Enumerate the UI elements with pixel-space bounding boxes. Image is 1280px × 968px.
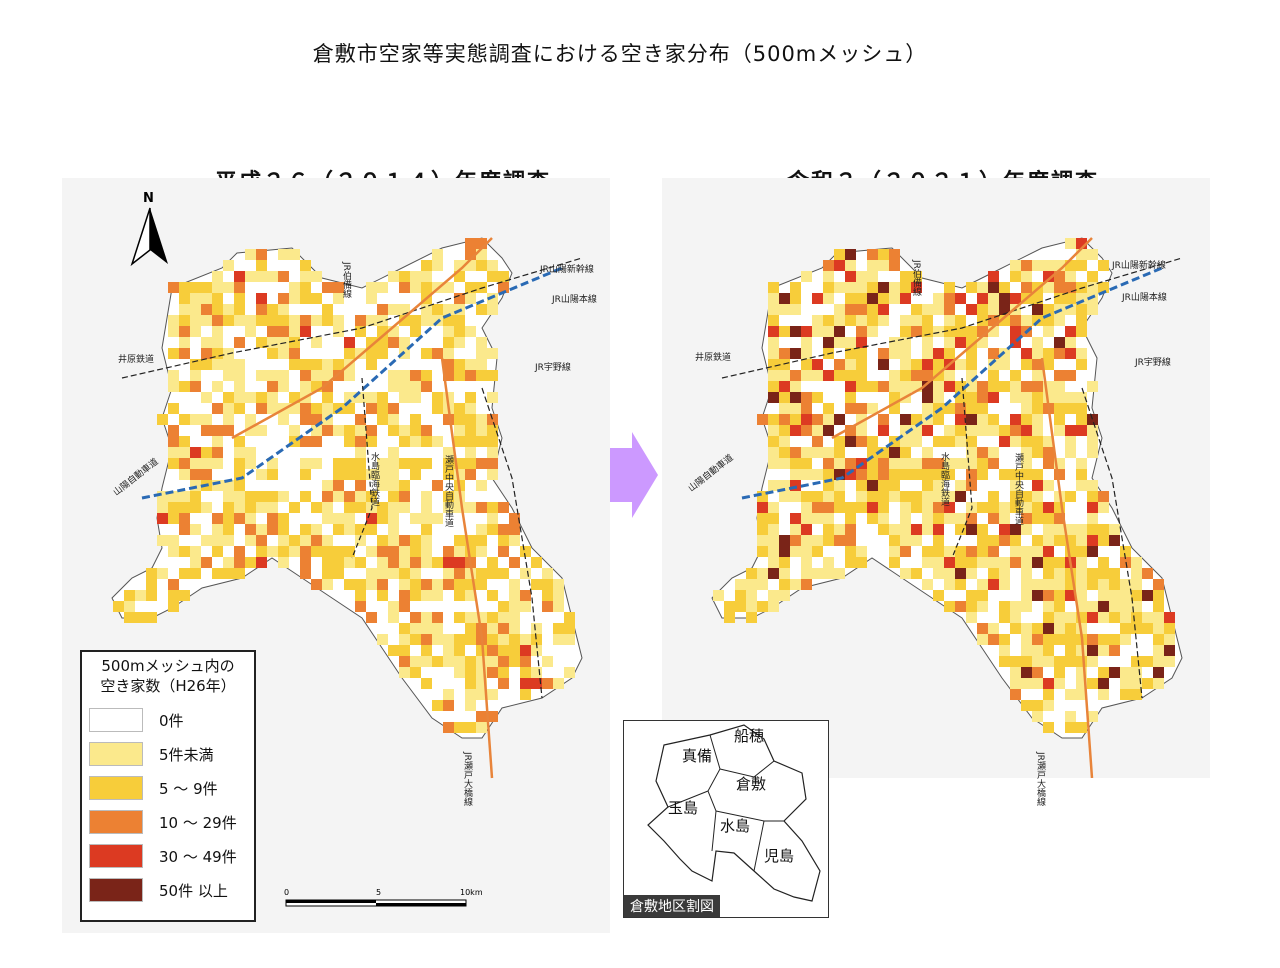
district-mizushima: 水島 bbox=[720, 817, 751, 835]
legend-swatch bbox=[89, 810, 143, 834]
legend-item: 50件 以上 bbox=[89, 878, 249, 902]
label-seto-ohashi-right: JR瀬戸大橋線 bbox=[1035, 752, 1045, 806]
label-sanyo-main-left: JR山陽本線 bbox=[552, 295, 597, 305]
district-kojima: 児島 bbox=[764, 847, 795, 865]
district-mabi: 真備 bbox=[682, 747, 713, 765]
legend-label: 30 ～ 49件 bbox=[159, 848, 237, 866]
legend-title: 500mメッシュ内の 空き家数（H26年） bbox=[82, 656, 254, 696]
map-panel-2014 bbox=[62, 178, 610, 933]
label-seto-chuo-left: 瀬戸中央自動車道 bbox=[443, 455, 453, 527]
page-title: 倉敷市空家等実態調査における空き家分布（500mメッシュ） bbox=[312, 42, 928, 66]
legend-title-line1: 500mメッシュ内の bbox=[101, 657, 235, 675]
legend-swatch bbox=[89, 844, 143, 868]
district-inset-map: 船穂 真備 倉敷 玉島 水島 児島 倉敷地区割図 bbox=[623, 720, 829, 918]
label-shinkansen-left: JR山陽新幹線 bbox=[540, 265, 594, 275]
scale-tick-10: 10km bbox=[460, 888, 483, 897]
scale-tick-0: 0 bbox=[284, 888, 289, 897]
label-hakubi-left: JR伯備線 bbox=[341, 262, 351, 298]
label-shinkansen-right: JR山陽新幹線 bbox=[1112, 261, 1166, 271]
legend-title-line2: 空き家数（H26年） bbox=[100, 677, 236, 695]
label-ibara-left: 井原鉄道 bbox=[118, 355, 155, 365]
north-label: N bbox=[143, 191, 154, 206]
legend-swatch bbox=[89, 776, 143, 800]
mesh-map-2014 bbox=[111, 237, 583, 779]
district-kurashiki: 倉敷 bbox=[736, 775, 767, 793]
label-hakubi-right: JR伯備線 bbox=[911, 260, 921, 296]
legend-item: 30 ～ 49件 bbox=[89, 844, 249, 868]
mesh-map-2021 bbox=[711, 237, 1183, 778]
label-uno-right: JR宇野線 bbox=[1135, 358, 1171, 368]
legend-item: 10 ～ 29件 bbox=[89, 810, 249, 834]
label-mizushima-right: 水島臨海鉄道 bbox=[939, 452, 949, 506]
label-seto-chuo-right: 瀬戸中央自動車道 bbox=[1013, 453, 1023, 525]
north-arrow-icon: N bbox=[130, 190, 170, 274]
legend-label: 10 ～ 29件 bbox=[159, 814, 237, 832]
scale-bar: 0 5 10km bbox=[284, 886, 484, 918]
legend-swatch bbox=[89, 878, 143, 902]
scale-tick-5: 5 bbox=[376, 888, 381, 897]
legend-label: 50件 以上 bbox=[159, 882, 228, 900]
legend-label: 5件未満 bbox=[159, 746, 214, 764]
label-ibara-right: 井原鉄道 bbox=[695, 353, 732, 363]
label-uno-left: JR宇野線 bbox=[535, 363, 571, 373]
legend-label: 0件 bbox=[159, 712, 184, 730]
legend-swatch bbox=[89, 708, 143, 732]
map-panel-2021 bbox=[662, 178, 1210, 778]
label-sanyo-main-right: JR山陽本線 bbox=[1122, 293, 1167, 303]
legend-swatch bbox=[89, 742, 143, 766]
legend-item: 5件未満 bbox=[89, 742, 249, 766]
label-seto-ohashi-left: JR瀬戸大橋線 bbox=[462, 752, 472, 806]
legend-item: 0件 bbox=[89, 708, 249, 732]
legend-label: 5 ～ 9件 bbox=[159, 780, 218, 798]
label-mizushima-left: 水島臨海鉄道 bbox=[369, 452, 379, 506]
inset-caption: 倉敷地区割図 bbox=[624, 895, 720, 917]
right-arrow-icon bbox=[610, 432, 660, 522]
legend-item: 5 ～ 9件 bbox=[89, 776, 249, 800]
district-funao: 船穂 bbox=[734, 727, 765, 745]
legend: 500mメッシュ内の 空き家数（H26年） 0件 5件未満 5 ～ 9件 10 ～ 2… bbox=[80, 650, 256, 922]
district-tamashima: 玉島 bbox=[668, 799, 699, 817]
